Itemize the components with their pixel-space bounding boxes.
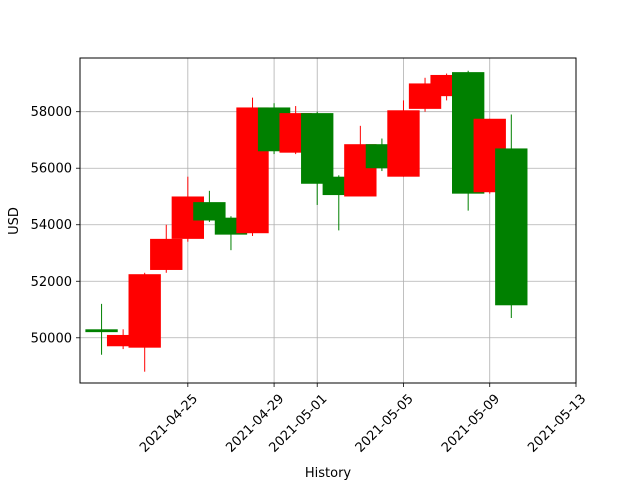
- y-tick-label: 50000: [31, 331, 72, 346]
- candle: [106, 329, 140, 350]
- y-tick-label: 56000: [31, 162, 72, 177]
- candle-body: [387, 110, 420, 177]
- candle: [301, 111, 334, 205]
- candle: [128, 272, 161, 372]
- y-axis-label: USD: [7, 207, 22, 235]
- x-axis-label: History: [305, 466, 352, 480]
- candle: [387, 100, 420, 177]
- x-tick-label: 2021-05-09: [439, 392, 503, 456]
- y-tick-label: 52000: [31, 275, 72, 290]
- candle-body: [495, 148, 528, 306]
- candle-body: [301, 113, 334, 184]
- x-tick-label: 2021-05-05: [353, 392, 417, 456]
- x-tick-label: 2021-05-13: [525, 392, 589, 456]
- candles: [85, 70, 528, 372]
- candle-body: [193, 202, 226, 221]
- candle: [85, 303, 118, 355]
- candle: [495, 114, 528, 318]
- y-tick-label: 58000: [31, 105, 72, 120]
- y-tick-label: 54000: [31, 218, 72, 233]
- candle-body: [150, 238, 183, 270]
- candle: [193, 190, 226, 222]
- candle-body: [128, 274, 161, 348]
- plot-frame: [79, 57, 577, 384]
- candle: [150, 224, 183, 273]
- candle-body: [106, 334, 140, 347]
- x-tick-label: 2021-04-25: [137, 392, 201, 456]
- candle-body: [85, 329, 118, 333]
- y-axis-ticks: 50000 52000 54000 56000 58000: [31, 105, 80, 346]
